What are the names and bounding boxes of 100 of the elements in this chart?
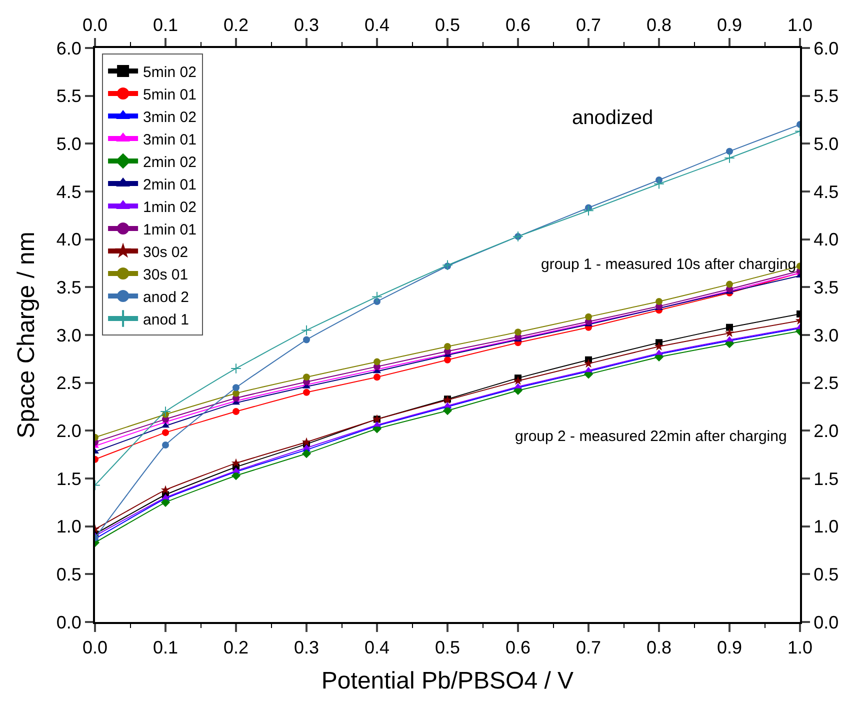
y2-tick-label: 2.5	[814, 373, 839, 394]
y-tick-label: 4.5	[56, 182, 82, 202]
x-tick-label: 0.7	[576, 14, 602, 35]
x2-tick-label: 0.5	[434, 638, 460, 658]
x-tick-label: 0.3	[294, 14, 320, 35]
point	[444, 356, 451, 364]
x2-tick-label: 1.0	[787, 638, 813, 658]
point	[724, 328, 734, 338]
point	[162, 429, 169, 436]
point	[231, 471, 241, 480]
point	[442, 260, 453, 271]
annotation: group 1 - measured 10s after charging	[541, 256, 796, 273]
point	[656, 298, 662, 306]
y-axis-title: Space Charge / nm	[12, 232, 40, 438]
point	[726, 148, 733, 155]
point	[514, 328, 522, 336]
point	[231, 458, 241, 468]
point	[374, 358, 380, 366]
point	[301, 324, 312, 336]
x-tick-label: 0.9	[716, 14, 742, 35]
y-tick-label: 1.0	[56, 516, 82, 537]
y-tick-label: 5.0	[56, 134, 82, 154]
y-tick-label: 0.0	[56, 612, 82, 632]
y-tick-label: 0.5	[56, 564, 82, 584]
point	[513, 376, 523, 385]
legend-label: 1min 02	[143, 198, 196, 216]
point	[372, 291, 382, 302]
x2-tick-label: 0.0	[82, 638, 108, 658]
point	[160, 406, 171, 417]
x2-tick-label: 0.1	[152, 638, 178, 658]
x2-tick-label: 0.7	[576, 638, 602, 658]
legend-label: 2min 02	[143, 154, 196, 171]
legend-label: 30s 01	[143, 266, 188, 284]
annotation: anodized	[572, 107, 654, 129]
point	[162, 442, 169, 449]
point	[374, 374, 380, 381]
point	[444, 342, 451, 350]
y2-tick-label: 6.0	[814, 38, 839, 58]
x-tick-label: 0.8	[646, 14, 672, 35]
point	[585, 313, 592, 320]
y-tick-label: 2.5	[56, 373, 82, 394]
point	[303, 374, 310, 381]
x2-tick-label: 0.6	[505, 638, 531, 658]
y-tick-label: 2.0	[56, 420, 82, 441]
point	[303, 388, 310, 396]
legend-label: 5min 02	[143, 64, 196, 81]
point	[724, 152, 735, 164]
x-tick-label: 0.1	[152, 14, 178, 35]
point	[654, 178, 664, 190]
point	[726, 280, 733, 288]
legend-label: 3min 01	[143, 131, 196, 148]
y2-tick-label: 3.0	[814, 325, 839, 346]
y2-tick-label: 5.5	[814, 86, 839, 106]
y2-tick-label: 1.0	[814, 516, 839, 537]
point	[230, 363, 242, 374]
legend-label: 1min 01	[143, 221, 196, 238]
x2-tick-label: 0.4	[364, 638, 390, 658]
x-tick-label: 0.6	[505, 14, 531, 35]
point	[584, 358, 594, 368]
point	[374, 298, 380, 306]
point	[232, 384, 240, 392]
y-tick-label: 4.0	[56, 230, 82, 250]
y2-tick-label: 4.0	[814, 230, 839, 250]
x2-tick-label: 0.3	[294, 638, 320, 658]
x2-tick-label: 0.8	[646, 638, 672, 658]
x-tick-label: 1.0	[787, 14, 813, 35]
point	[303, 336, 310, 344]
x2-tick-label: 0.2	[223, 638, 249, 658]
point	[232, 390, 240, 397]
y2-tick-label: 2.0	[814, 420, 839, 441]
legend-label: 2min 01	[143, 176, 196, 194]
x-tick-label: 0.0	[82, 14, 108, 35]
x-tick-label: 0.5	[434, 14, 460, 35]
x-tick-label: 0.2	[223, 14, 249, 35]
point	[654, 342, 664, 350]
legend-label: 30s 02	[143, 244, 188, 261]
point	[302, 437, 312, 446]
point	[302, 449, 312, 458]
y-tick-label: 3.5	[56, 277, 82, 298]
legend-label: 5min 01	[143, 86, 196, 104]
x2-tick-label: 0.9	[716, 638, 742, 658]
point	[232, 408, 240, 416]
y2-tick-label: 3.5	[814, 277, 839, 298]
y-tick-label: 5.5	[56, 86, 82, 106]
y-tick-label: 6.0	[56, 38, 82, 58]
y-tick-label: 1.5	[56, 468, 82, 489]
y-tick-label: 3.0	[56, 325, 82, 346]
annotation: group 2 - measured 22min after charging	[515, 428, 787, 445]
point	[160, 485, 170, 494]
y2-tick-label: 0.5	[814, 564, 839, 584]
y2-tick-label: 5.0	[814, 134, 839, 154]
y2-tick-label: 1.5	[814, 468, 839, 489]
x-axis-title: Potential Pb/PBSO4 / V	[321, 667, 574, 694]
legend-label: anod 2	[143, 288, 189, 306]
point	[583, 205, 594, 216]
x-tick-label: 0.4	[364, 14, 390, 35]
y2-tick-label: 4.5	[814, 182, 839, 202]
point	[726, 324, 733, 331]
y2-tick-label: 0.0	[814, 612, 839, 632]
legend-label: anod 1	[143, 311, 189, 328]
